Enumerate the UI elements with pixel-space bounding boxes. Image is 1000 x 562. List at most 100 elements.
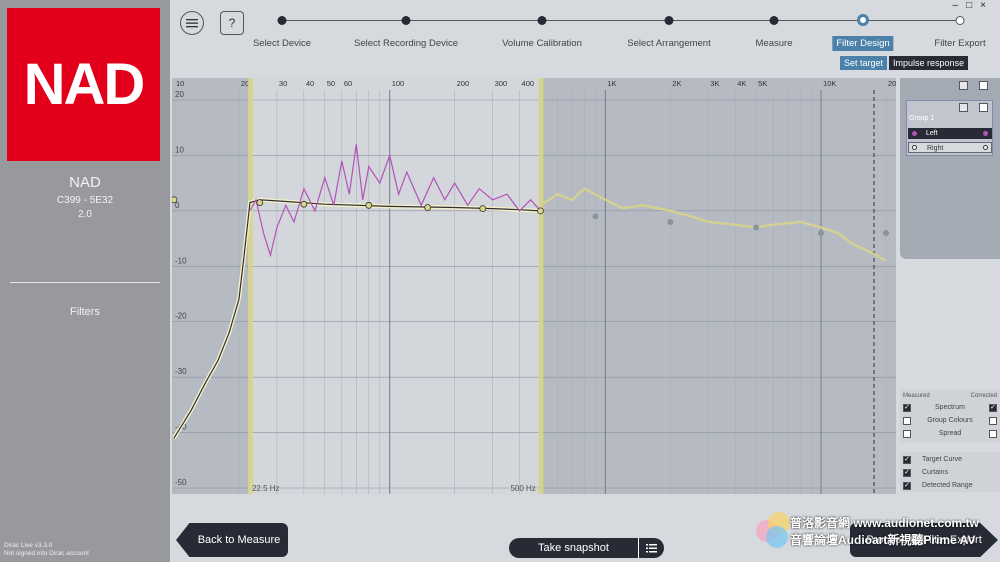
high-cutoff-handle [538,78,544,494]
control-point [172,196,178,204]
group-colours-measured-checkbox[interactable] [903,417,911,425]
channel-left-color-icon [912,131,917,136]
x-tick-label: 20 [241,79,249,88]
option-target-curve: ✓ Target Curve [900,454,1000,466]
expand-icon[interactable] [979,81,988,90]
display-options: Measured Corrected ✓ Spectrum ✓ Group Co… [900,390,1000,442]
x-tick-label: 40 [306,79,314,88]
step-label: Select Arrangement [627,38,711,49]
option-target-curve-label: Target Curve [922,456,963,463]
option-group-colours-label: Group Colours [927,417,973,424]
step-label: Select Device [252,38,312,49]
collapse-icon[interactable] [959,81,968,90]
group-title: Group 1 [909,115,935,122]
low-cutoff-handle [247,78,253,494]
x-tick-label: 300 [495,79,508,88]
watermark-line-2: 音響論壇Audioart新視聽Prime AV [790,533,976,547]
filter-design-subtabs: Set target Impulse response [840,56,969,70]
watermark-logo-icon [756,512,792,552]
app-version: Dirac Live v3.3.0 [4,542,53,549]
x-tick-label: 20K [888,79,896,88]
group-collapse-icon[interactable] [959,103,968,112]
control-point [365,201,373,209]
top-bar: ? –□× Select Device Select Recording Devi… [170,0,1000,78]
control-point [537,207,544,215]
control-point [592,213,599,220]
watermark-line-1: 普洛影音網 www.audionet.com.tw [790,516,979,530]
x-tick-label: 400 [522,79,535,88]
take-snapshot-button[interactable]: Take snapshot [509,538,664,558]
control-point [667,218,674,225]
step-label: Filter Design [832,36,894,51]
option-spread: Spread [900,428,1000,440]
x-tick-label: 60 [344,79,352,88]
tab-impulse-response[interactable]: Impulse response [889,56,969,70]
x-tick-label: 30 [279,79,287,88]
x-tick-label: 200 [457,79,470,88]
window-controls[interactable]: –□× [952,0,994,11]
channel-right-label: Right [927,145,944,152]
y-tick-label: -20 [175,312,187,321]
group-expand-icon[interactable] [979,103,988,112]
channel-group[interactable]: Group 1 Left Right [906,100,993,156]
channel-left-select-icon[interactable] [983,131,988,136]
detected-range-checkbox[interactable]: ✓ [903,482,911,490]
option-spectrum-label: Spectrum [935,404,965,411]
x-tick-label: 3K [710,79,719,88]
option-spread-label: Spread [938,430,962,437]
x-tick-label: 100 [392,79,405,88]
spectrum-corrected-checkbox[interactable]: ✓ [989,404,997,412]
channel-left-label: Left [926,130,938,137]
control-point [883,230,889,237]
wizard-progress-line [282,20,962,21]
y-tick-label: 0 [175,201,180,210]
logo-text: NAD [23,52,146,117]
series-line [539,187,887,262]
overlay-options: ✓ Target Curve ✓ Curtains ✓ Detected Ran… [900,452,1000,492]
step-dot-icon [401,16,411,25]
account-status: Not signed into Dirac account [4,550,89,557]
help-button[interactable]: ? [220,11,244,35]
channel-panel: Group 1 Left Right [900,78,1000,259]
tab-set-target[interactable]: Set target [840,56,888,70]
option-group-colours: Group Colours [900,415,1000,427]
step-dot-icon [277,16,287,25]
x-tick-label: 4K [737,79,746,88]
back-to-measure-button[interactable]: Back to Measure [176,523,288,557]
device-version: 2.0 [78,209,92,220]
channel-right[interactable]: Right [908,142,992,153]
sidebar-footer: Dirac Live v3.3.0 Not signed into Dirac … [4,542,89,558]
y-tick-label: -30 [175,367,187,376]
take-snapshot-label: Take snapshot [538,542,609,554]
x-tick-label: 2K [672,79,681,88]
x-tick-label: 5K [758,79,767,88]
proceed-to-filter-export-button[interactable]: Proceed to Filter Export [850,523,998,557]
series-line [249,144,541,258]
spread-measured-checkbox[interactable] [903,430,911,438]
menu-button[interactable] [180,11,204,35]
frequency-response-chart[interactable]: 20 10 0 -10 -20 -30 -40 -50 10 20 30 40 50 60 100 200 30… [172,78,896,494]
sidebar-item-filters[interactable]: Filters [70,306,100,318]
target-curve-checkbox[interactable]: ✓ [903,456,911,464]
control-point [818,230,825,237]
y-tick-label: -10 [175,256,187,265]
spread-corrected-checkbox[interactable] [989,430,997,438]
option-detected-range: ✓ Detected Range [900,480,1000,492]
left-sidebar: NAD NAD C399 - 5E32 2.0 Filters Dirac Li… [0,0,170,562]
spectrum-measured-checkbox[interactable]: ✓ [903,404,911,412]
y-tick-label: 10 [175,145,184,154]
curtains-checkbox[interactable]: ✓ [903,469,911,477]
low-curtain [172,78,250,494]
channel-left[interactable]: Left [908,128,992,139]
step-dot-icon [955,16,965,25]
control-point [424,204,432,211]
snapshot-list-icon[interactable] [638,538,664,558]
control-point [300,200,308,208]
option-detected-range-label: Detected Range [922,482,973,489]
option-curtains-label: Curtains [922,469,949,476]
group-colours-corrected-checkbox[interactable] [989,417,997,425]
channel-right-select-icon[interactable] [983,145,988,150]
high-curtain [540,78,896,494]
step-dot-icon [769,16,779,25]
